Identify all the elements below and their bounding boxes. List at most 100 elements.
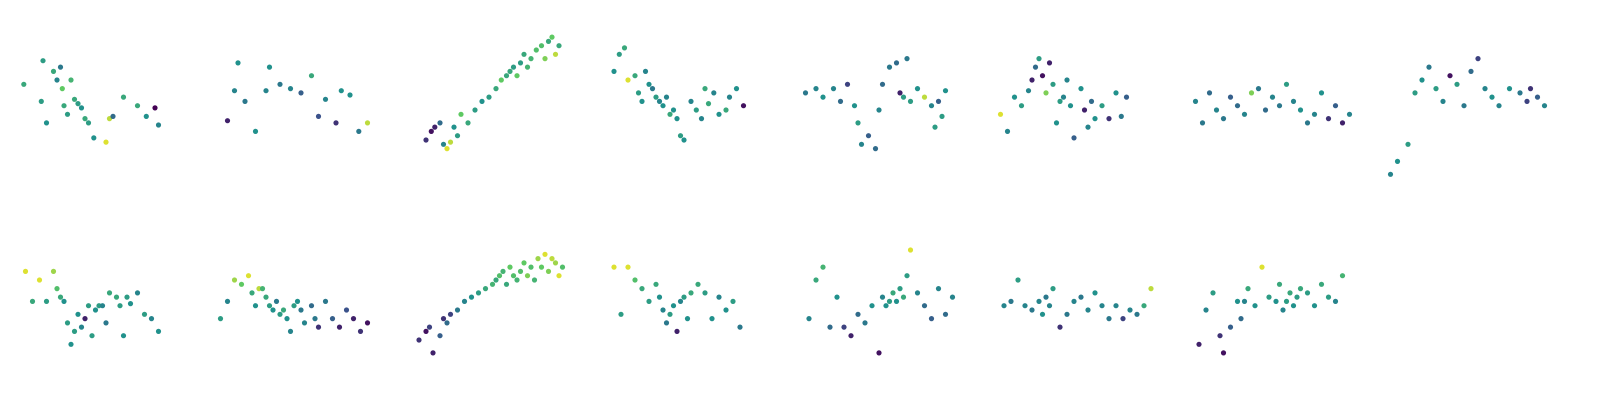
scatter-point xyxy=(674,116,680,122)
scatter-point xyxy=(1064,77,1070,83)
scatter-point xyxy=(1273,298,1279,304)
scatter-point xyxy=(113,294,120,300)
scatter-point xyxy=(510,273,517,279)
scatter-point xyxy=(533,47,539,53)
scatter-point xyxy=(437,120,443,126)
scatter-point xyxy=(1339,273,1346,279)
scatter-point xyxy=(238,281,245,287)
scatter-point xyxy=(639,286,645,292)
scatter-point xyxy=(280,307,287,313)
scatter-point xyxy=(266,303,273,309)
scatter-point xyxy=(1412,90,1418,96)
scatter-point xyxy=(528,264,534,270)
scatter-point xyxy=(1506,86,1513,92)
scatter-point xyxy=(876,350,882,356)
scatter-point xyxy=(1067,103,1074,109)
scatter-point xyxy=(245,273,252,279)
scatter-point xyxy=(322,96,329,102)
scatter-point xyxy=(1238,316,1244,322)
scatter-point xyxy=(1071,298,1077,304)
scatter-point xyxy=(693,107,699,113)
scatter-point xyxy=(621,45,628,51)
scatter-point xyxy=(1018,103,1025,109)
scatter-point xyxy=(900,294,907,300)
scatter-point xyxy=(357,328,364,334)
scatter-point xyxy=(656,294,663,300)
scatter-point xyxy=(949,294,956,300)
scatter-point xyxy=(698,116,705,122)
scatter-point xyxy=(681,294,687,300)
scatter-point xyxy=(482,286,489,292)
scatter-point xyxy=(1032,64,1039,70)
scatter-point xyxy=(1050,286,1056,292)
scatter-point xyxy=(820,94,826,100)
scatter-point xyxy=(542,56,548,62)
scatter-point xyxy=(1220,350,1227,356)
scatter-point xyxy=(820,264,826,270)
scatter-point xyxy=(1475,56,1481,62)
scatter-point xyxy=(50,268,57,274)
scatter-point xyxy=(124,294,130,300)
scatter-point xyxy=(855,120,861,126)
scatter-point xyxy=(611,264,617,270)
scatter-point xyxy=(1541,103,1548,109)
scatter-point xyxy=(50,68,57,74)
scatter-panel-11 xyxy=(416,251,566,356)
scatter-point xyxy=(287,328,294,334)
scatter-point xyxy=(528,56,534,62)
scatter-point xyxy=(514,277,520,283)
scatter-point xyxy=(1123,94,1130,100)
scatter-point xyxy=(1039,311,1046,317)
scatter-point xyxy=(312,316,318,322)
scatter-point xyxy=(552,51,559,57)
scatter-point xyxy=(1199,120,1206,126)
scatter-point xyxy=(347,92,353,98)
scatter-point xyxy=(461,298,468,304)
scatter-point xyxy=(942,311,949,317)
scatter-point xyxy=(22,268,29,274)
scatter-point xyxy=(914,290,921,296)
scatter-point xyxy=(1036,298,1042,304)
scatter-point xyxy=(127,301,134,307)
scatter-point xyxy=(1029,307,1035,313)
scatter-point xyxy=(291,303,297,309)
scatter-point xyxy=(660,307,666,313)
scatter-point xyxy=(106,290,113,296)
scatter-point xyxy=(646,81,652,87)
scatter-point xyxy=(134,103,141,109)
scatter-point xyxy=(904,273,910,279)
scatter-point xyxy=(54,286,60,292)
scatter-point xyxy=(688,290,694,296)
scatter-point xyxy=(893,298,900,304)
scatter-point xyxy=(1196,341,1202,347)
scatter-point xyxy=(498,77,504,83)
scatter-point xyxy=(82,116,88,122)
scatter-point xyxy=(1120,316,1126,322)
scatter-point xyxy=(890,290,896,296)
scatter-point xyxy=(71,96,78,102)
scatter-point xyxy=(1192,98,1199,104)
scatter-point xyxy=(876,107,882,113)
scatter-point xyxy=(1092,116,1098,122)
scatter-point xyxy=(40,58,46,64)
scatter-point xyxy=(1332,103,1339,109)
scatter-point xyxy=(535,256,541,262)
scatter-point xyxy=(110,113,116,119)
scatter-point xyxy=(440,141,447,147)
scatter-point xyxy=(1071,135,1077,141)
scatter-point xyxy=(1022,303,1028,309)
scatter-point xyxy=(252,128,259,134)
scatter-point xyxy=(616,51,622,57)
scatter-point xyxy=(1113,303,1119,309)
scatter-point xyxy=(224,118,231,124)
scatter-point xyxy=(1234,298,1241,304)
scatter-point xyxy=(531,277,538,283)
scatter-point xyxy=(1092,290,1098,296)
scatter-point xyxy=(886,64,893,70)
scatter-point xyxy=(684,316,691,322)
scatter-point xyxy=(364,120,371,126)
scatter-point xyxy=(510,64,517,70)
scatter-point xyxy=(416,337,422,343)
scatter-point xyxy=(479,98,485,104)
scatter-point xyxy=(1241,298,1248,304)
